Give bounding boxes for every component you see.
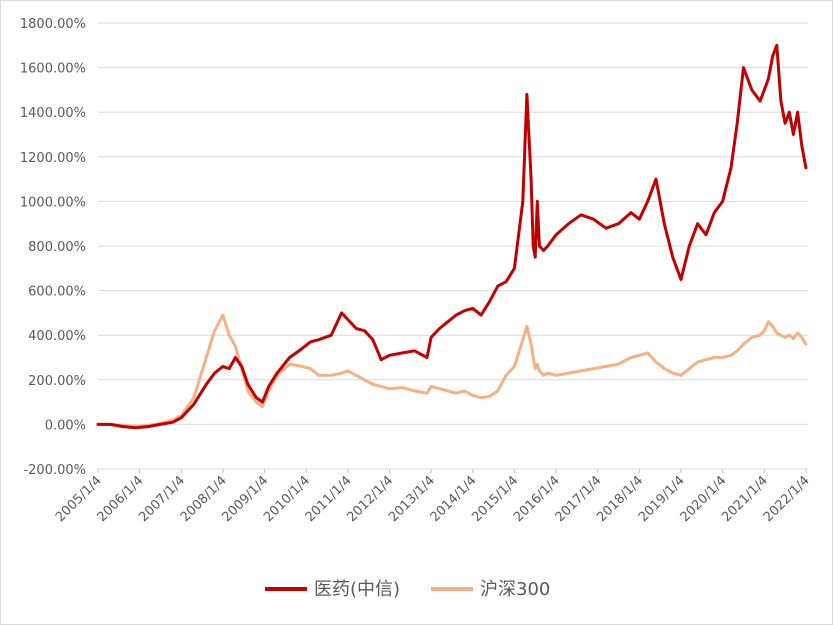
legend-label: 医药(中信) bbox=[314, 579, 400, 600]
y-tick-label: 200.00% bbox=[28, 374, 86, 389]
y-tick-label: 1200.00% bbox=[20, 151, 86, 166]
y-tick-label: 1800.00% bbox=[20, 17, 86, 32]
y-tick-label: 1400.00% bbox=[20, 106, 86, 121]
x-tick-label: 2022/1/4 bbox=[761, 473, 813, 525]
x-axis-ticks: 2005/1/42006/1/42007/1/42008/1/42009/1/4… bbox=[53, 469, 813, 525]
y-tick-label: 600.00% bbox=[28, 285, 86, 300]
y-tick-label: -200.00% bbox=[23, 463, 86, 478]
legend-label: 沪深300 bbox=[480, 579, 550, 600]
y-tick-label: 1000.00% bbox=[20, 195, 86, 210]
legend: 医药(中信) 沪深300 bbox=[265, 579, 550, 600]
y-tick-label: 800.00% bbox=[28, 240, 86, 255]
y-tick-label: 400.00% bbox=[28, 329, 86, 344]
gridlines bbox=[98, 22, 808, 470]
y-tick-label: 1600.00% bbox=[20, 62, 86, 77]
series-line bbox=[96, 313, 808, 429]
y-axis-ticks: -200.00% 0.00% 200.00% 400.00% 600.00% 800.00… bbox=[20, 17, 86, 478]
series-lines bbox=[96, 43, 808, 430]
y-tick-label: 0.00% bbox=[45, 418, 86, 433]
series-line bbox=[96, 43, 808, 430]
